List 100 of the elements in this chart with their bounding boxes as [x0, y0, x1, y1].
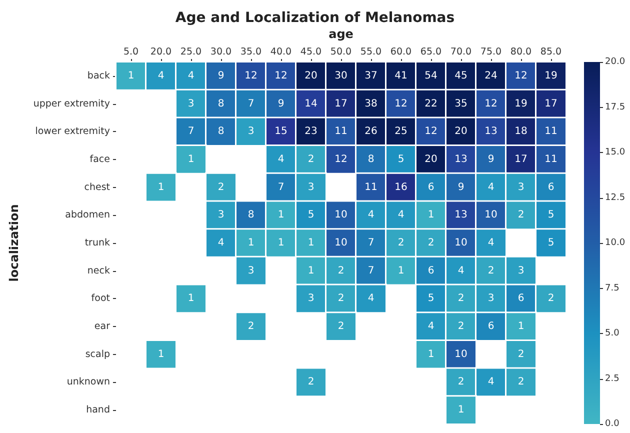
- data-label: 12: [334, 154, 348, 165]
- data-label: 10: [484, 210, 498, 221]
- data-label: 17: [544, 98, 558, 110]
- color-bar-label: 2.5: [605, 374, 620, 384]
- x-tick-label: 5.0: [123, 46, 139, 58]
- y-tick-label: foot: [91, 293, 110, 304]
- data-label: 2: [548, 293, 554, 304]
- color-bar-label: 7.5: [605, 283, 620, 294]
- data-label: 1: [128, 70, 134, 82]
- y-axis-title: localization: [7, 204, 21, 282]
- data-label: 13: [484, 126, 498, 138]
- data-label: 10: [334, 210, 348, 221]
- data-label: 10: [454, 238, 468, 248]
- data-label: 5: [428, 293, 434, 304]
- color-bar-label: 20.0: [605, 57, 626, 67]
- data-label: 2: [518, 348, 524, 360]
- data-label: 11: [334, 126, 348, 138]
- data-label: 4: [368, 210, 374, 221]
- data-label: 19: [514, 98, 528, 110]
- data-label: 14: [304, 98, 318, 110]
- data-label: 9: [218, 70, 224, 82]
- data-label: 1: [158, 348, 164, 360]
- data-label: 12: [394, 98, 408, 110]
- y-tick-label: trunk: [84, 238, 110, 248]
- data-label: 7: [368, 265, 374, 276]
- color-bar-label: 17.5: [605, 102, 626, 112]
- data-label: 6: [518, 293, 524, 304]
- data-label: 19: [544, 70, 558, 82]
- data-label: 8: [368, 154, 374, 165]
- color-bar-label: 0.0: [605, 419, 620, 429]
- data-label: 17: [334, 98, 348, 110]
- x-tick-label: 85.0: [540, 46, 562, 58]
- data-label: 1: [278, 210, 284, 221]
- data-label: 5: [308, 210, 314, 221]
- data-label: 4: [278, 154, 284, 165]
- color-bar-label: 10.0: [605, 238, 626, 248]
- data-label: 2: [458, 321, 464, 332]
- data-label: 11: [364, 182, 378, 193]
- y-tick-label: abdomen: [65, 210, 110, 221]
- x-tick-label: 70.0: [450, 46, 472, 58]
- data-label: 1: [278, 238, 284, 248]
- data-label: 6: [548, 182, 554, 193]
- data-label: 24: [484, 70, 498, 82]
- data-label: 3: [518, 265, 524, 276]
- data-label: 7: [248, 98, 254, 110]
- data-label: 8: [248, 210, 254, 221]
- y-tick-label: neck: [87, 265, 110, 276]
- data-label: 1: [188, 154, 194, 165]
- data-label: 7: [368, 238, 374, 248]
- x-tick-label: 55.0: [360, 46, 382, 58]
- data-label: 8: [218, 126, 224, 138]
- x-tick-label: 35.0: [240, 46, 262, 58]
- x-tick-label: 80.0: [510, 46, 532, 58]
- data-label: 6: [428, 265, 434, 276]
- data-label: 7: [188, 126, 194, 138]
- data-label: 54: [424, 70, 438, 82]
- data-label: 4: [428, 321, 434, 332]
- data-label: 1: [428, 348, 434, 360]
- data-label: 16: [394, 182, 408, 193]
- data-label: 11: [544, 126, 558, 138]
- data-label: 3: [188, 98, 194, 110]
- data-label: 3: [248, 265, 254, 276]
- data-label: 20: [304, 70, 318, 82]
- data-label: 22: [424, 98, 438, 110]
- data-label: 30: [334, 70, 348, 82]
- data-label: 38: [364, 98, 378, 110]
- data-label: 3: [308, 293, 314, 304]
- data-label: 18: [514, 126, 528, 138]
- data-label: 1: [518, 321, 524, 332]
- data-label: 15: [274, 126, 288, 138]
- y-tick-label: face: [90, 154, 110, 165]
- data-label: 4: [188, 70, 194, 82]
- data-label: 6: [428, 182, 434, 193]
- data-label: 4: [158, 70, 164, 82]
- data-label: 1: [248, 238, 254, 248]
- data-label: 4: [488, 238, 494, 248]
- data-label: 2: [218, 182, 224, 193]
- y-tick-label: unknown: [66, 376, 110, 388]
- x-tick-label: 60.0: [390, 46, 412, 58]
- color-bar-label: 12.5: [605, 192, 626, 203]
- data-label: 2: [488, 265, 494, 276]
- y-tick-label: hand: [86, 404, 110, 416]
- x-tick-label: 75.0: [480, 46, 502, 58]
- data-label: 1: [398, 265, 404, 276]
- data-label: 45: [454, 70, 468, 82]
- y-tick-label: lower extremity: [35, 126, 110, 138]
- data-label: 2: [248, 321, 254, 332]
- data-label: 2: [398, 238, 404, 248]
- data-label: 12: [424, 126, 438, 138]
- x-axis-title: age: [328, 27, 354, 41]
- x-tick-label: 50.0: [330, 46, 352, 58]
- data-label: 3: [248, 126, 254, 138]
- data-label: 9: [278, 98, 284, 110]
- data-label: 1: [188, 293, 194, 304]
- x-tick-label: 25.0: [180, 46, 202, 58]
- chart-title: Age and Localization of Melanomas: [175, 10, 455, 26]
- x-tick-label: 45.0: [300, 46, 322, 58]
- data-label: 1: [458, 404, 464, 416]
- y-tick-label: scalp: [85, 348, 110, 360]
- data-label: 2: [458, 376, 464, 388]
